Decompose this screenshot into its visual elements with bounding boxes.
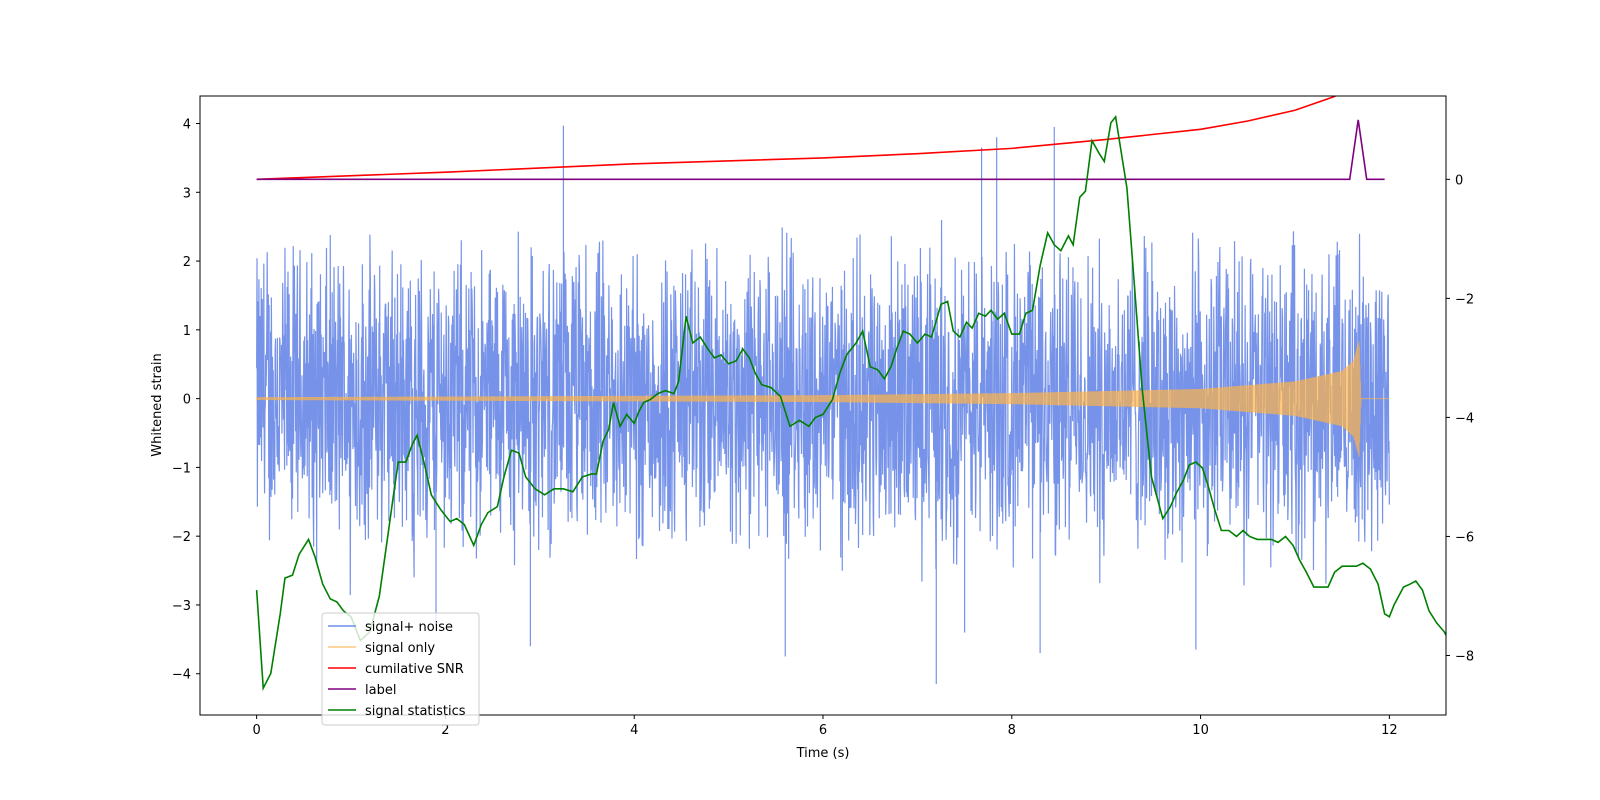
y2-tick-label: −6 [1455,530,1474,545]
x-tick-label: 12 [1381,723,1398,738]
legend-label-label: label [365,683,396,698]
legend-label-signal-noise: signal+ noise [365,620,453,635]
y-tick-label: 0 [183,393,191,408]
x-axis-label: Time (s) [796,746,850,761]
legend-label-signal-only: signal only [365,641,435,656]
y-tick-label: −4 [172,668,191,683]
y-tick-label: 2 [183,255,191,270]
series-signal-noise-line [256,125,1390,685]
x-tick-label: 0 [252,723,260,738]
y-tick-label: −3 [172,599,191,614]
x-tick-label: 6 [819,723,827,738]
legend-box [321,612,480,726]
legend: signal+ noise signal only cumilative SNR la… [321,612,480,726]
y-tick-label: −2 [172,530,191,545]
x-tick-label: 8 [1008,723,1016,738]
plot-series-group [255,96,1446,692]
y-tick-label: 3 [183,186,191,201]
x-tick-label: 10 [1192,723,1209,738]
y2-tick-label: −8 [1455,649,1474,664]
legend-label-signal-statistics: signal statistics [365,704,466,719]
y2-tick-label: −2 [1455,292,1474,307]
y-tick-label: −1 [172,461,191,476]
x-tick-label: 2 [441,723,449,738]
y-tick-label: 1 [183,324,191,339]
y-tick-label: 4 [183,118,191,133]
y2-tick-label: −4 [1455,411,1474,426]
y2-tick-label: 0 [1455,173,1463,188]
x-tick-label: 4 [630,723,638,738]
y-axis-label: Whitened strain [150,353,165,456]
series-cumilative-snr-line [256,96,1338,181]
series-signal-only-line [256,341,1390,457]
series-signal-statistics-line [255,114,1446,692]
legend-label-cumilative-snr: cumilative SNR [365,662,464,677]
series-label-line [256,119,1385,181]
